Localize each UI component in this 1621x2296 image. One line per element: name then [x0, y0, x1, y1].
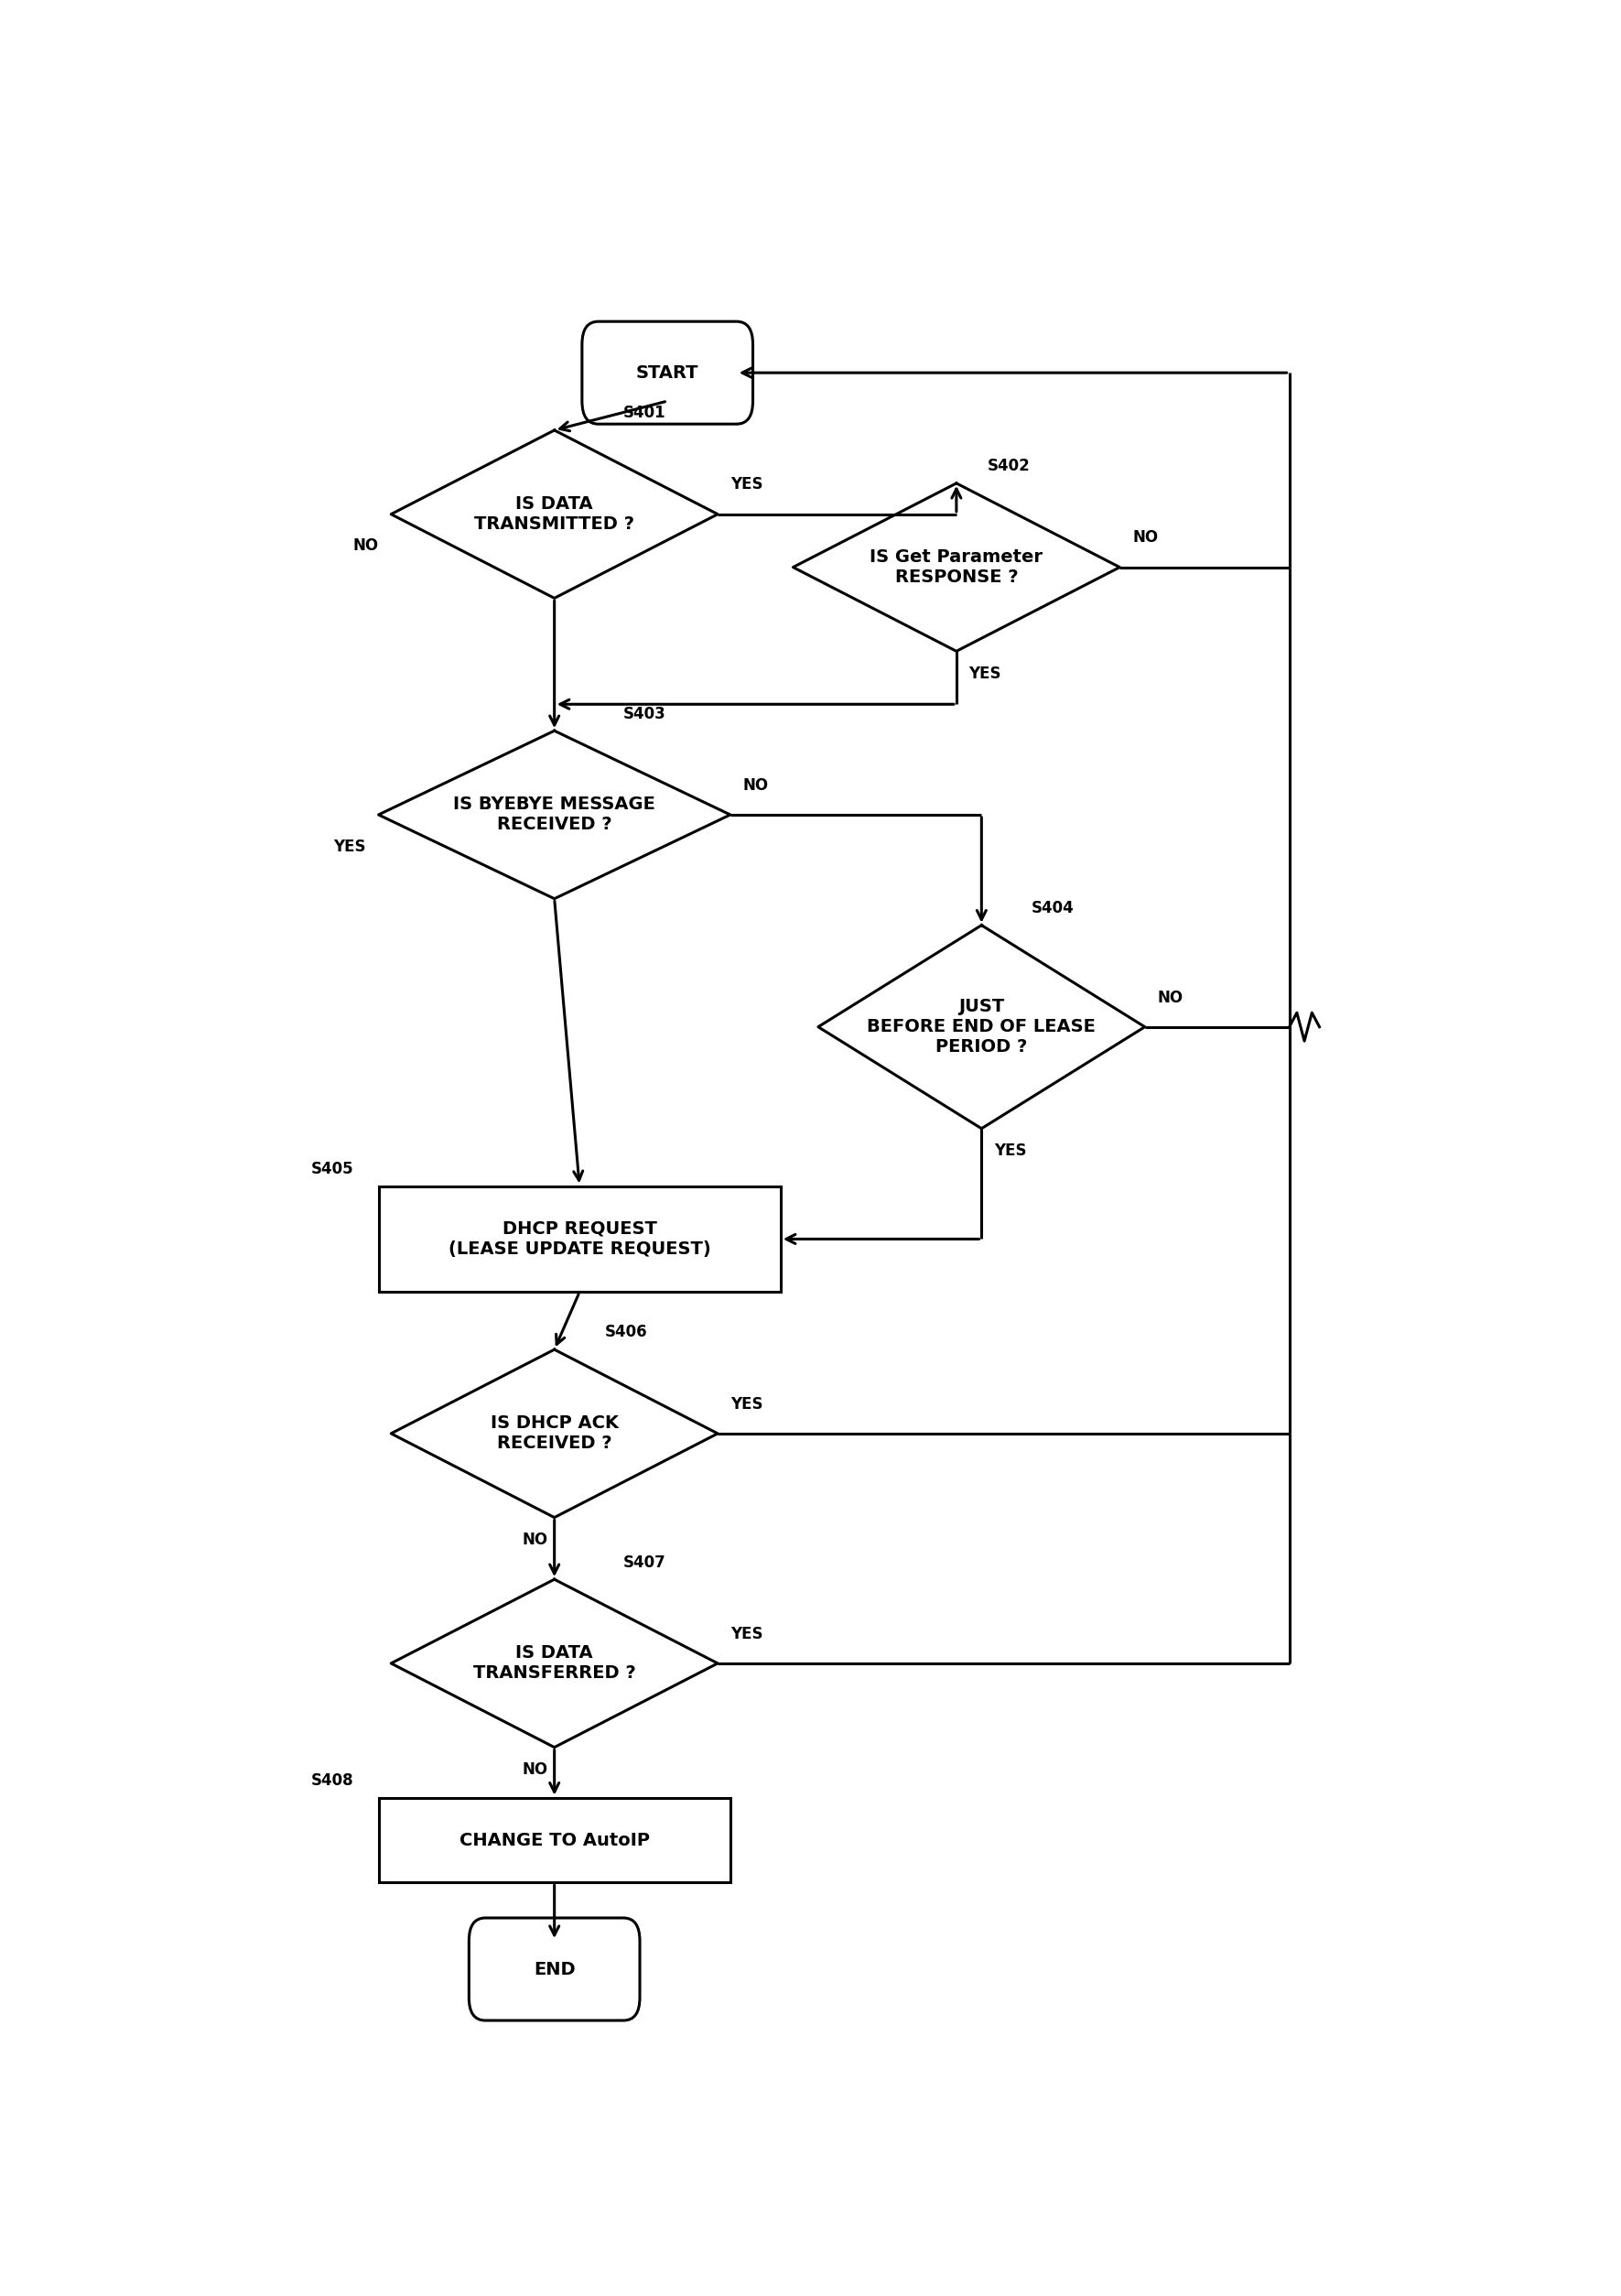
FancyBboxPatch shape: [378, 1798, 731, 1883]
Text: IS DATA
TRANSFERRED ?: IS DATA TRANSFERRED ?: [473, 1644, 635, 1683]
Text: DHCP REQUEST
(LEASE UPDATE REQUEST): DHCP REQUEST (LEASE UPDATE REQUEST): [449, 1219, 710, 1258]
Text: YES: YES: [731, 1396, 763, 1412]
Polygon shape: [793, 482, 1120, 652]
Text: IS DHCP ACK
RECEIVED ?: IS DHCP ACK RECEIVED ?: [490, 1414, 619, 1453]
Text: S402: S402: [987, 457, 1031, 475]
Text: S408: S408: [311, 1773, 353, 1789]
Text: NO: NO: [742, 776, 768, 794]
Polygon shape: [391, 1580, 718, 1747]
Text: IS BYEBYE MESSAGE
RECEIVED ?: IS BYEBYE MESSAGE RECEIVED ?: [454, 797, 655, 833]
Text: S405: S405: [311, 1162, 353, 1178]
Text: S401: S401: [624, 404, 666, 422]
Text: NO: NO: [353, 537, 378, 553]
Polygon shape: [819, 925, 1144, 1130]
Text: NO: NO: [1133, 530, 1157, 546]
Text: START: START: [635, 365, 699, 381]
FancyBboxPatch shape: [582, 321, 752, 425]
Text: YES: YES: [731, 1626, 763, 1642]
Text: IS DATA
TRANSMITTED ?: IS DATA TRANSMITTED ?: [475, 496, 634, 533]
Text: YES: YES: [994, 1143, 1026, 1159]
Text: JUST
BEFORE END OF LEASE
PERIOD ?: JUST BEFORE END OF LEASE PERIOD ?: [867, 999, 1096, 1056]
Text: END: END: [533, 1961, 575, 1977]
Text: S407: S407: [624, 1554, 666, 1570]
FancyBboxPatch shape: [468, 1917, 640, 2020]
Polygon shape: [378, 730, 731, 898]
Text: YES: YES: [969, 666, 1002, 682]
Text: NO: NO: [522, 1531, 548, 1548]
Text: YES: YES: [334, 838, 366, 854]
Text: IS Get Parameter
RESPONSE ?: IS Get Parameter RESPONSE ?: [870, 549, 1042, 585]
Text: CHANGE TO AutoIP: CHANGE TO AutoIP: [459, 1832, 650, 1848]
Text: S406: S406: [605, 1325, 647, 1341]
FancyBboxPatch shape: [378, 1187, 780, 1293]
Text: NO: NO: [522, 1761, 548, 1777]
Text: NO: NO: [1157, 990, 1183, 1006]
Text: S403: S403: [624, 705, 666, 721]
Text: YES: YES: [731, 478, 763, 494]
Polygon shape: [391, 1350, 718, 1518]
Text: S404: S404: [1031, 900, 1075, 916]
Polygon shape: [391, 429, 718, 599]
